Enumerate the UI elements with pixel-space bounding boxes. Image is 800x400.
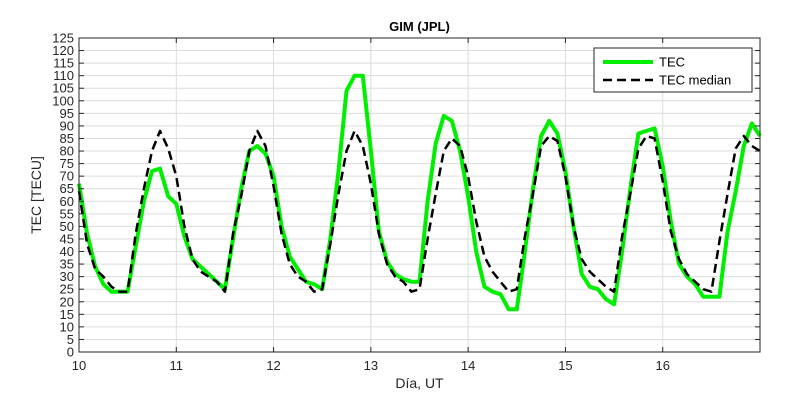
y-tick-label: 0 (67, 345, 74, 360)
y-tick-label: 100 (52, 93, 74, 108)
y-tick-label: 70 (60, 169, 74, 184)
x-tick-label: 13 (364, 358, 378, 373)
x-tick-label: 14 (461, 358, 475, 373)
x-tick-label: 16 (655, 358, 669, 373)
x-axis-ticks: 10 11 12 13 14 15 16 (72, 38, 670, 373)
y-tick-label: 120 (52, 43, 74, 58)
y-axis-title: TEC [TECU] (28, 156, 44, 234)
y-tick-label: 115 (53, 56, 74, 71)
y-tick-label: 10 (60, 319, 74, 334)
chart-title: GIM (JPL) (389, 19, 450, 34)
legend-label-tec-median: TEC median (659, 73, 731, 88)
legend: TEC TEC median (593, 47, 753, 93)
y-tick-label: 60 (60, 194, 74, 209)
y-tick-label: 125 (52, 31, 74, 46)
y-tick-label: 85 (60, 131, 74, 146)
y-tick-label: 65 (60, 181, 74, 196)
grid-lines (79, 38, 760, 352)
series-layer (77, 73, 762, 312)
legend-label-tec: TEC (659, 55, 685, 70)
y-tick-label: 110 (53, 68, 74, 83)
x-tick-label: 15 (558, 358, 572, 373)
y-tick-label: 15 (60, 307, 74, 322)
y-tick-label: 30 (60, 269, 74, 284)
y-tick-label: 45 (60, 231, 74, 246)
legend-box (593, 47, 753, 93)
y-tick-label: 90 (60, 118, 74, 133)
plot-frame (78, 37, 761, 353)
x-tick-label: 10 (72, 358, 86, 373)
y-tick-label: 95 (60, 106, 74, 121)
y-tick-label: 35 (60, 257, 74, 272)
y-tick-label: 80 (60, 144, 74, 159)
y-axis-ticks: 0510152025303540455055606570758085909510… (52, 31, 760, 360)
x-axis-title: Día, UT (395, 375, 444, 391)
y-tick-label: 40 (60, 244, 74, 259)
y-tick-label: 55 (60, 206, 74, 221)
y-tick-label: 50 (60, 219, 74, 234)
y-tick-label: 20 (60, 294, 74, 309)
y-tick-label: 75 (60, 156, 74, 171)
y-tick-label: 5 (67, 332, 74, 347)
y-tick-label: 105 (52, 81, 74, 96)
y-tick-label: 25 (60, 282, 74, 297)
x-tick-label: 12 (266, 358, 280, 373)
x-tick-label: 11 (170, 358, 184, 373)
